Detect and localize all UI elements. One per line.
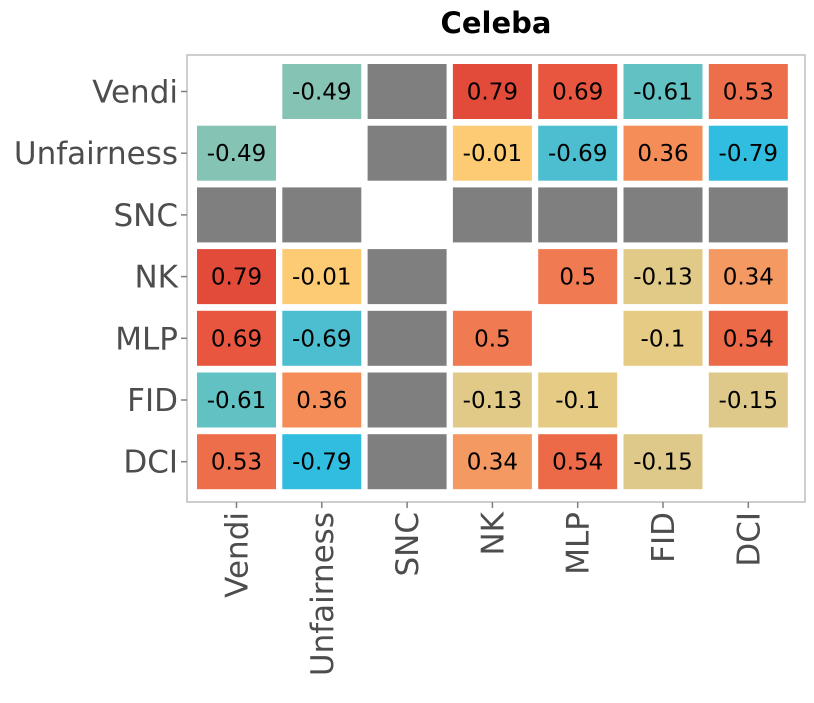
x-axis: Vendi Unfairness SNC NK MLP FID DCI bbox=[220, 502, 767, 676]
cell-label-vendi-mlp: 0.69 bbox=[552, 80, 603, 106]
cell-mlp-snc bbox=[367, 310, 447, 366]
cell-label-vendi-dci: 0.53 bbox=[723, 80, 774, 106]
cell-label-dci-nk: 0.34 bbox=[467, 450, 518, 476]
y-tick-label-vendi: Vendi bbox=[92, 75, 178, 111]
cell-vendi-dci bbox=[708, 64, 788, 119]
cell-label-unfairness-dci: -0.79 bbox=[719, 141, 779, 167]
cell-label-mlp-dci: 0.54 bbox=[723, 326, 774, 352]
cell-vendi-snc bbox=[367, 64, 447, 119]
cell-label-nk-vendi: 0.79 bbox=[211, 265, 262, 291]
y-tick-label-fid: FID bbox=[127, 383, 178, 419]
cell-snc-mlp bbox=[538, 187, 618, 243]
cell-nk-fid bbox=[623, 249, 703, 305]
cell-mlp-unfairness bbox=[282, 310, 362, 366]
cell-nk-snc bbox=[367, 249, 447, 305]
cell-snc-nk bbox=[452, 187, 532, 243]
y-tick-label-nk: NK bbox=[134, 260, 178, 296]
cell-label-unfairness-nk: -0.01 bbox=[463, 141, 523, 167]
cell-snc-vendi bbox=[197, 187, 276, 243]
cell-nk-mlp bbox=[538, 249, 618, 305]
x-tick-label-vendi: Vendi bbox=[220, 512, 256, 598]
y-tick-label-snc: SNC bbox=[113, 198, 178, 234]
y-tick-label-mlp: MLP bbox=[115, 321, 178, 357]
cell-mlp-nk bbox=[452, 310, 532, 366]
cell-mlp-fid bbox=[623, 310, 703, 366]
cell-label-dci-vendi: 0.53 bbox=[211, 450, 262, 476]
cell-unfairness-vendi bbox=[197, 125, 276, 181]
cell-snc-unfairness bbox=[282, 187, 362, 243]
y-tick-label-dci: DCI bbox=[123, 445, 178, 481]
cell-label-mlp-unfairness: -0.69 bbox=[292, 326, 352, 352]
cell-fid-mlp bbox=[538, 372, 618, 428]
cell-fid-snc bbox=[367, 372, 447, 428]
cell-vendi-unfairness bbox=[282, 64, 362, 119]
cell-dci-mlp bbox=[538, 434, 618, 490]
cell-dci-vendi bbox=[197, 434, 276, 490]
cell-label-dci-mlp: 0.54 bbox=[552, 450, 603, 476]
cell-dci-unfairness bbox=[282, 434, 362, 490]
cell-snc-dci bbox=[708, 187, 788, 243]
cell-dci-snc bbox=[367, 434, 447, 490]
cell-unfairness-fid bbox=[623, 125, 703, 181]
cell-label-mlp-fid: -0.1 bbox=[641, 326, 686, 352]
cell-label-vendi-fid: -0.61 bbox=[633, 80, 693, 106]
cell-label-dci-fid: -0.15 bbox=[633, 450, 693, 476]
y-tick-label-unfairness: Unfairness bbox=[14, 136, 178, 172]
cell-labels-layer: -0.49 0.79 0.69 -0.61 0.53 -0.49 -0.01 -0.69 0.3… bbox=[207, 80, 778, 476]
cell-dci-nk bbox=[452, 434, 532, 490]
cell-vendi-nk bbox=[452, 64, 532, 119]
x-tick-label-snc: SNC bbox=[390, 512, 426, 577]
cell-label-unfairness-mlp: -0.69 bbox=[548, 141, 608, 167]
cell-dci-fid bbox=[623, 434, 703, 490]
cell-unfairness-mlp bbox=[538, 125, 618, 181]
cell-label-fid-dci: -0.15 bbox=[719, 388, 779, 414]
cell-label-fid-unfairness: 0.36 bbox=[296, 388, 347, 414]
cell-fid-vendi bbox=[197, 372, 276, 428]
cell-nk-vendi bbox=[197, 249, 276, 305]
cell-label-unfairness-vendi: -0.49 bbox=[207, 141, 267, 167]
cell-fid-dci bbox=[708, 372, 788, 428]
chart-title: Celeba bbox=[441, 6, 552, 40]
cell-label-nk-unfairness: -0.01 bbox=[292, 265, 352, 291]
cell-label-fid-vendi: -0.61 bbox=[207, 388, 267, 414]
cell-label-nk-mlp: 0.5 bbox=[559, 265, 596, 291]
x-tick-label-fid: FID bbox=[646, 512, 682, 563]
x-tick-label-nk: NK bbox=[475, 511, 511, 555]
cell-label-vendi-nk: 0.79 bbox=[467, 80, 518, 106]
cell-unfairness-snc bbox=[367, 125, 447, 181]
y-axis: Vendi Unfairness SNC NK MLP FID DCI bbox=[14, 75, 187, 481]
cell-label-nk-dci: 0.34 bbox=[723, 265, 774, 291]
cell-label-fid-mlp: -0.1 bbox=[555, 388, 600, 414]
cell-mlp-vendi bbox=[197, 310, 276, 366]
cell-unfairness-dci bbox=[708, 125, 788, 181]
cell-vendi-fid bbox=[623, 64, 703, 119]
cell-vendi-mlp bbox=[538, 64, 618, 119]
cell-unfairness-nk bbox=[452, 125, 532, 181]
cell-label-vendi-unfairness: -0.49 bbox=[292, 80, 352, 106]
x-tick-label-unfairness: Unfairness bbox=[305, 512, 341, 676]
cell-label-nk-fid: -0.13 bbox=[633, 265, 693, 291]
cell-fid-unfairness bbox=[282, 372, 362, 428]
cell-label-mlp-nk: 0.5 bbox=[474, 326, 511, 352]
x-tick-label-mlp: MLP bbox=[561, 512, 597, 575]
cell-label-unfairness-fid: 0.36 bbox=[637, 141, 688, 167]
cell-fid-nk bbox=[452, 372, 532, 428]
cell-snc-fid bbox=[623, 187, 703, 243]
cell-label-mlp-vendi: 0.69 bbox=[211, 326, 262, 352]
x-tick-label-dci: DCI bbox=[731, 512, 767, 567]
cell-nk-unfairness bbox=[282, 249, 362, 305]
cell-mlp-dci bbox=[708, 310, 788, 366]
cells-layer bbox=[197, 64, 788, 490]
cell-nk-dci bbox=[708, 249, 788, 305]
cell-label-fid-nk: -0.13 bbox=[463, 388, 523, 414]
cell-label-dci-unfairness: -0.79 bbox=[292, 450, 352, 476]
